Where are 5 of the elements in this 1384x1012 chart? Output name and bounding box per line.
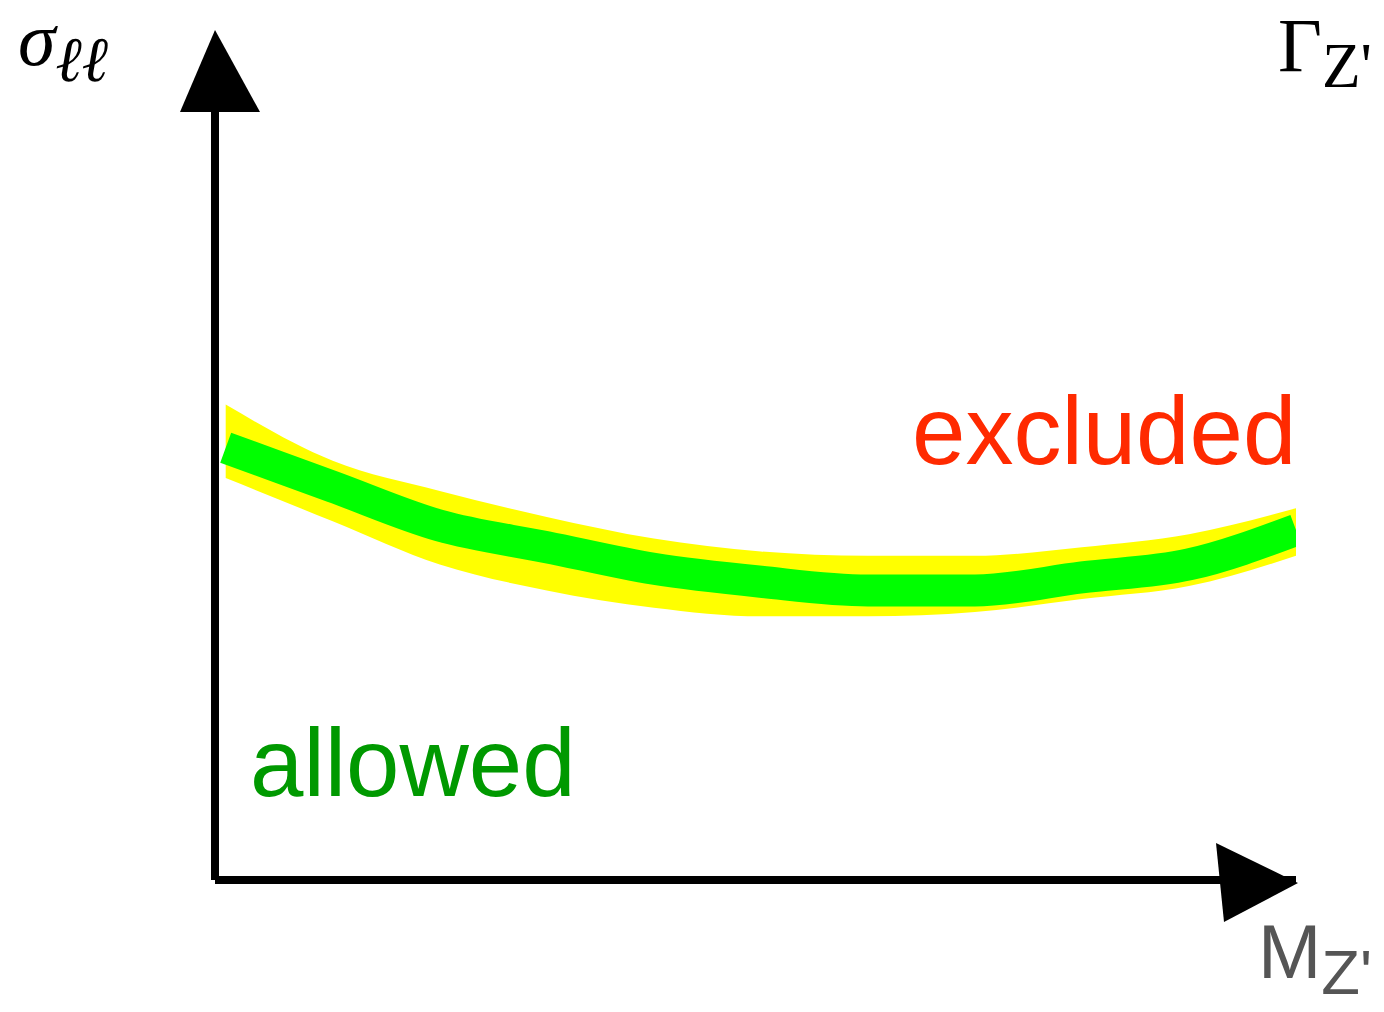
x-axis-title: M$_{Z'}$ [1257, 908, 1372, 1009]
y-axis-title: σ$_{ℓℓ}$ [18, 0, 109, 98]
chart-title: Γ$_{Z'}$ [1277, 2, 1372, 104]
annotation: excluded [912, 376, 1297, 486]
annotation: allowed [250, 708, 576, 818]
